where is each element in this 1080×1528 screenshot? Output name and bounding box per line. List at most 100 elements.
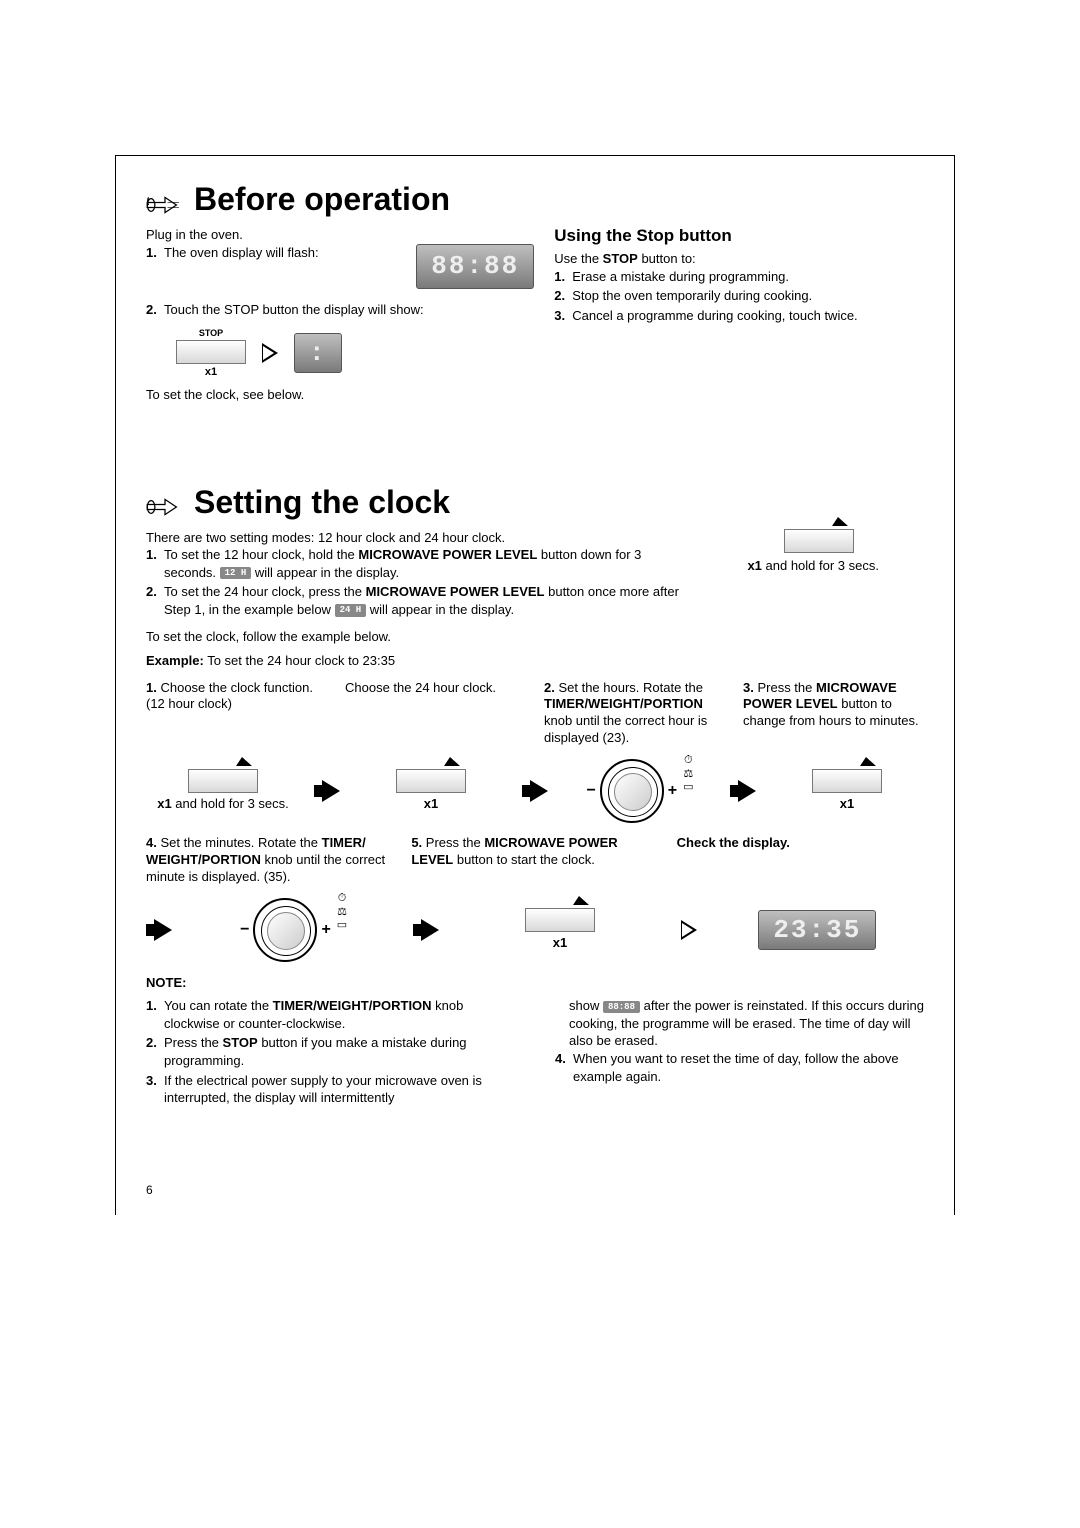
heading-setting-clock: Setting the clock [146,484,924,521]
stop-use-1: 1.Erase a mistake during programming. [554,268,924,286]
m1-bold: MICROWAVE POWER LEVEL [358,547,537,562]
stop-button-graphic: STOP x1 [176,328,246,378]
power-level-button-graphic [784,529,854,553]
power-button-icon [396,769,466,793]
m2-bold: MICROWAVE POWER LEVEL [366,584,545,599]
heading-text: Before operation [194,181,450,218]
n2-b: STOP [223,1035,258,1050]
m2-tail: will appear in the display. [366,602,514,617]
stop-x1: x1 [205,366,217,378]
cap2-b: x1 [424,796,438,811]
follow-example: To set the clock, follow the example bel… [146,628,693,646]
illustration-row-1: x1 and hold for 3 secs. x1 − + ⏱⚖▭ x1 [146,759,924,823]
arrow-right-icon [730,780,756,802]
manual-page: Before operation Plug in the oven. 1. Th… [115,155,955,1215]
n3-pre: If the electrical power supply to your m… [164,1072,515,1107]
arrow-right-icon [681,920,697,940]
step-check: Check the display. [677,835,924,852]
note-3: 3.If the electrical power supply to your… [146,1072,515,1107]
step-2: 2. Set the hours. Rotate the TIMER/WEIGH… [544,680,725,748]
badge-8888: 88:88 [603,1001,640,1013]
pointing-hand-icon [146,188,184,212]
power-triangle-icon [573,896,589,905]
knob-mode-icons: ⏱⚖▭ [683,754,693,793]
lcd-display-blank: : [294,333,342,373]
section-before-operation: Before operation Plug in the oven. 1. Th… [146,181,924,404]
example-label: Example: [146,653,204,668]
side-caption: and hold for 3 secs. [762,558,879,573]
power-button-icon [188,769,258,793]
knob-icon [253,898,317,962]
stop-use-3-text: Cancel a programme during cooking, touch… [572,307,857,325]
example-text: To set the 24 hour clock to 23:35 [204,653,395,668]
lcd-display-2335: 23:35 [758,910,876,950]
set-clock-note: To set the clock, see below. [146,386,534,404]
heading-before-operation: Before operation [146,181,924,218]
n2-pre: Press the [164,1035,223,1050]
s1-item-2-text: Touch the STOP button the display will s… [164,301,534,319]
step-3: 3. Press the MICROWAVE POWER LEVEL butto… [743,680,924,731]
minus-icon: − [586,782,595,800]
plus-icon: + [321,921,330,939]
n4-text: When you want to reset the time of day, … [573,1050,924,1085]
cap4-b: x1 [840,796,854,811]
power-triangle-icon [444,757,460,766]
stop-button-icon [176,340,246,364]
stop-label: STOP [199,328,223,338]
check-display-label: Check the display. [677,835,790,850]
step-4: 4. Set the minutes. Rotate the TIMER/ WE… [146,835,393,886]
s4-pre: Set the minutes. Rotate the [160,835,321,850]
s5-post: button to start the clock. [453,852,595,867]
step-1: 1. Choose the clock function. (12 hour c… [146,680,327,714]
power-triangle-icon [860,757,876,766]
cap5-b: x1 [553,935,567,950]
plus-icon: + [668,782,677,800]
step-5: 5. Press the MICROWAVE POWER LEVEL butto… [411,835,658,869]
nr-pre: show [569,998,603,1013]
arrow-right-icon [413,919,439,941]
knob-icon [600,759,664,823]
step1b-text: Choose the 24 hour clock. [345,680,496,695]
illustration-row-2: − + ⏱⚖▭ x1 23:35 [146,898,924,962]
badge-24h: 24 H [335,604,367,616]
minus-icon: − [240,921,249,939]
stop-use-2: 2.Stop the oven temporarily during cooki… [554,287,924,305]
stop-heading: Using the Stop button [554,226,924,246]
stop-intro: Use the STOP button to: [554,251,695,266]
s2-pre: Set the hours. Rotate the [558,680,703,695]
mode-12h: 1. To set the 12 hour clock, hold the MI… [146,546,693,581]
step-1b: Choose the 24 hour clock. [345,680,526,697]
s3-pre: Press the [757,680,816,695]
mode-24h: 2. To set the 24 hour clock, press the M… [146,583,693,618]
arrow-right-icon [146,919,172,941]
m1-pre: To set the 12 hour clock, hold the [164,547,358,562]
modes-intro: There are two setting modes: 12 hour clo… [146,529,693,547]
note-2: 2.Press the STOP button if you make a mi… [146,1034,515,1069]
plug-in-text: Plug in the oven. [146,226,534,244]
rotary-knob-graphic: − + ⏱⚖▭ [586,759,691,823]
power-button-icon [525,908,595,932]
rotary-knob-graphic: − + ⏱⚖▭ [240,898,345,962]
s2-post: knob until the correct hour is displayed… [544,713,707,745]
power-button-icon [784,529,854,553]
arrow-right-icon [314,780,340,802]
s5-pre: Press the [426,835,485,850]
s1-item-2: 2. Touch the STOP button the display wil… [146,301,534,319]
power-triangle-icon [236,757,252,766]
heading-text: Setting the clock [194,484,450,521]
m1-tail: will appear in the display. [251,565,399,580]
section-setting-clock: Setting the clock There are two setting … [146,484,924,1109]
note-1: 1.You can rotate the TIMER/WEIGHT/PORTIO… [146,997,515,1032]
arrow-right-icon [522,780,548,802]
s1-item-1-text: The oven display will flash: [164,245,319,260]
page-number: 6 [146,1183,153,1197]
badge-12h: 12 H [220,567,252,579]
note-label: NOTE: [146,974,924,992]
s1-item-1: 1. The oven display will flash: 88:88 [146,244,534,289]
s2-bold: TIMER/WEIGHT/PORTION [544,696,703,711]
power-triangle-icon [832,517,848,526]
cap1-b: x1 [157,796,171,811]
stop-use-2-text: Stop the oven temporarily during cooking… [572,287,812,305]
n1-pre: You can rotate the [164,998,273,1013]
stop-use-1-text: Erase a mistake during programming. [572,268,789,286]
